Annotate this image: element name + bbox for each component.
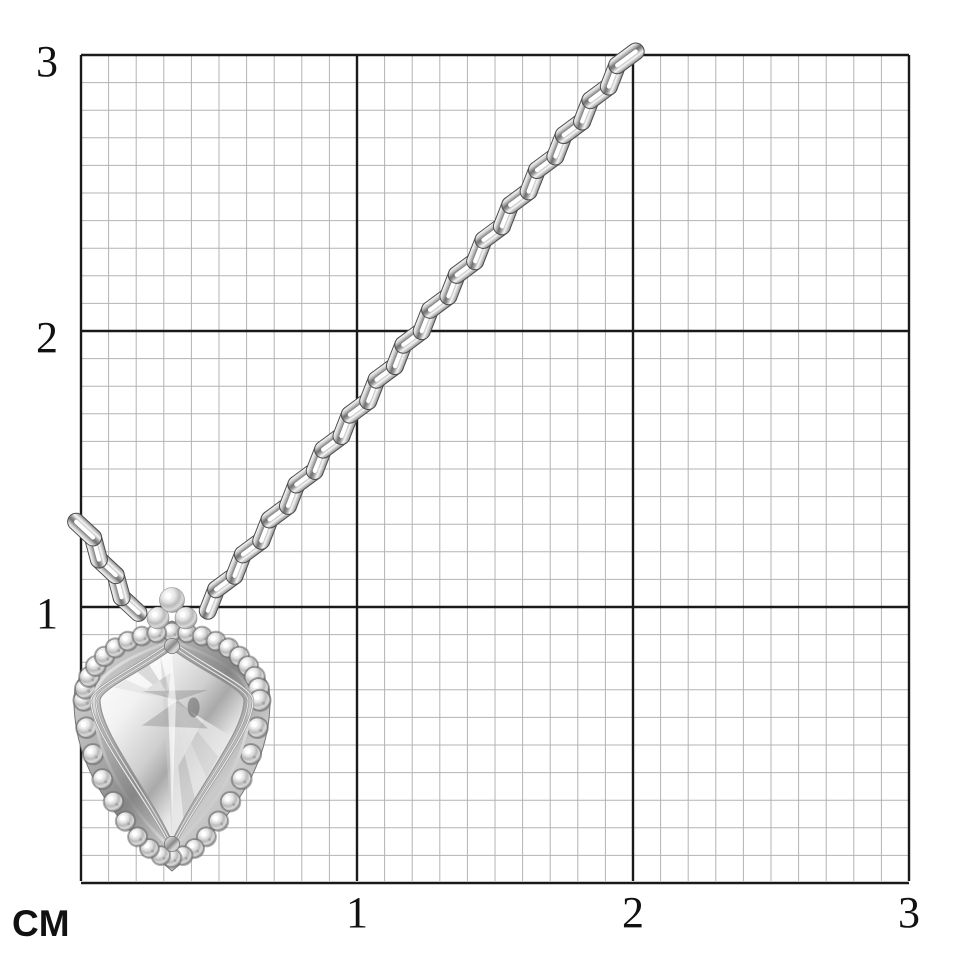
svg-text:3: 3 bbox=[898, 888, 920, 937]
svg-text:1: 1 bbox=[346, 888, 368, 937]
svg-text:1: 1 bbox=[36, 589, 58, 638]
svg-text:2: 2 bbox=[622, 888, 644, 937]
svg-text:2: 2 bbox=[36, 313, 58, 362]
svg-text:3: 3 bbox=[36, 37, 58, 86]
svg-text:CM: CM bbox=[12, 903, 70, 944]
